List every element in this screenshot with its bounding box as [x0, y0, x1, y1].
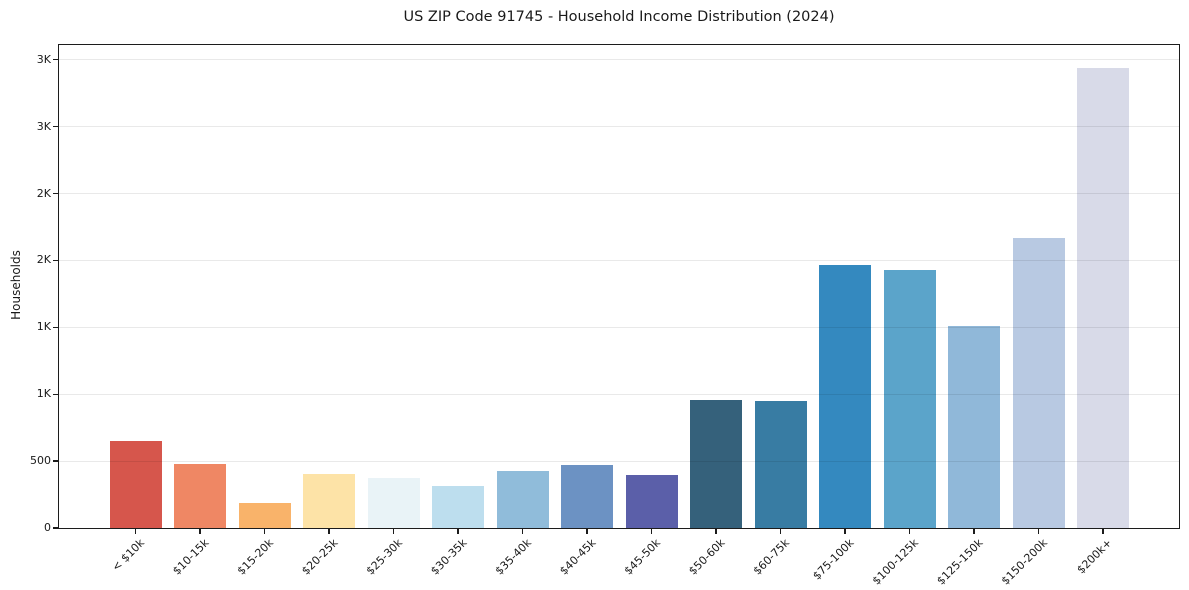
y-tick-mark [53, 192, 58, 195]
x-tick-mark [650, 529, 653, 534]
gridline-y-3000 [59, 126, 1179, 128]
gridline-y-3500 [59, 59, 1179, 61]
x-tick-mark [263, 529, 266, 534]
y-tick-label: 1K [36, 320, 51, 334]
x-tick-mark [1102, 529, 1104, 534]
x-tick-mark [521, 529, 524, 534]
x-tick-mark [908, 529, 911, 534]
bar-50-60k [690, 400, 742, 528]
bar-10k [109, 441, 162, 528]
bar-60-75k [754, 400, 807, 528]
y-tick-mark [53, 59, 58, 61]
x-tick-mark [199, 529, 201, 534]
x-tick-mark [392, 529, 395, 534]
gridline-y-2500 [59, 193, 1179, 194]
bar-25-30k [367, 477, 420, 528]
plot-area [58, 44, 1180, 529]
y-tick-mark [53, 393, 58, 395]
y-tick-mark [53, 326, 58, 328]
y-tick-label: 3K [36, 119, 51, 133]
x-tick-mark [973, 529, 975, 534]
bar-15-20k [238, 503, 291, 528]
x-tick-mark [779, 529, 782, 534]
y-tick-mark [53, 125, 58, 128]
y-tick-label: 1K [36, 387, 51, 401]
chart-title: US ZIP Code 91745 - Household Income Dis… [403, 9, 835, 25]
x-tick-mark [1037, 529, 1040, 534]
y-tick-label: 2K [36, 253, 51, 267]
bar-30-35k [432, 485, 484, 528]
gridline-y-500 [59, 460, 1179, 462]
x-tick-mark [457, 529, 459, 534]
x-tick-mark [715, 529, 717, 534]
y-tick-label: 3K [36, 52, 51, 66]
y-tick-label: 500 [30, 454, 51, 468]
bar-45-50k [625, 475, 678, 528]
y-tick-label: 0 [44, 521, 51, 534]
bar-150-200k [1012, 237, 1065, 528]
bar-40-45k [561, 465, 613, 528]
bar-10-15k [174, 463, 226, 528]
bar-200k [1077, 68, 1129, 528]
x-tick-mark [328, 529, 330, 534]
x-tick-mark [134, 529, 137, 534]
gridline-y-1500 [59, 326, 1179, 328]
gridline-y-2000 [59, 259, 1179, 261]
y-tick-mark [53, 460, 58, 462]
y-tick-mark [53, 527, 58, 529]
y-tick-label: 2K [36, 186, 51, 200]
x-tick-mark [586, 529, 588, 534]
y-tick-mark [53, 259, 58, 262]
bar-100-125k [883, 270, 936, 528]
x-tick-label: < $10k [109, 536, 147, 574]
bar-35-40k [496, 470, 549, 528]
bar-125-150k [948, 326, 1000, 528]
bar-75-100k [819, 265, 871, 528]
bar-20-25k [303, 473, 355, 528]
gridline-y-1000 [59, 393, 1179, 395]
x-tick-mark [844, 529, 846, 534]
